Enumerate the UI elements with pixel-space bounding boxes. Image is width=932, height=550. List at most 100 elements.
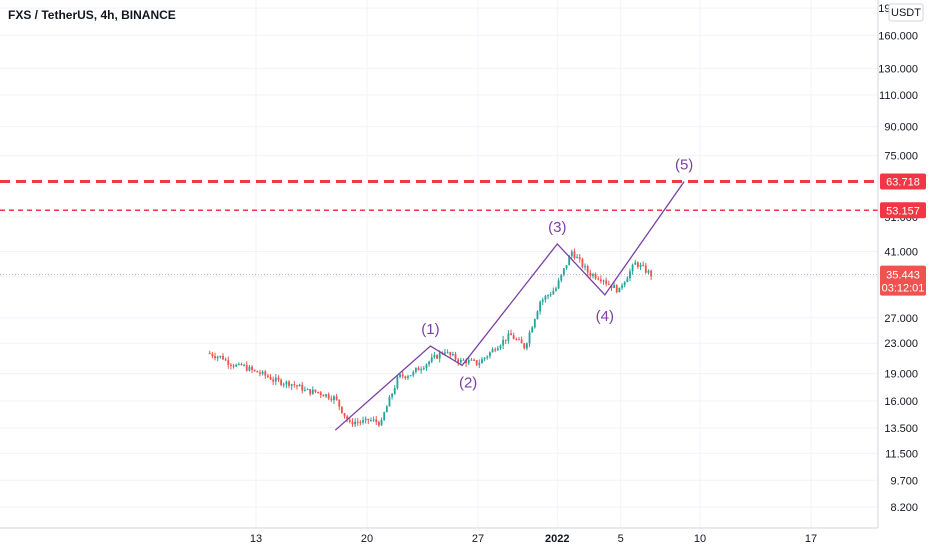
candle-body (354, 421, 357, 425)
candle-body (340, 406, 343, 414)
candle-body (375, 419, 378, 423)
candle-body (290, 384, 293, 386)
candle-body (414, 367, 417, 373)
candle-body (647, 270, 650, 273)
candle-body (631, 264, 634, 272)
candle-body (539, 301, 542, 312)
level-badge-label: 63.718 (886, 177, 920, 189)
candle-body (211, 353, 214, 357)
candle-body (396, 376, 399, 388)
candle-body (615, 285, 618, 293)
candle-body (481, 359, 483, 364)
candle-body (444, 352, 446, 354)
price-tick-label: 75.000 (884, 151, 918, 163)
price-tick-label: 13.500 (884, 423, 918, 435)
candle-body (475, 360, 478, 365)
candle-body (634, 262, 637, 265)
wave-label: (4) (596, 308, 614, 325)
candle-body (235, 364, 238, 367)
candle-body (245, 364, 248, 371)
candle-body (314, 389, 317, 392)
candle-body (356, 421, 359, 423)
candle-body (296, 385, 298, 387)
candle-body (459, 359, 462, 363)
wave-line[interactable] (334, 181, 685, 431)
candle-body (433, 355, 436, 358)
candle-body (599, 279, 602, 282)
price-tick-label: 110.000 (879, 90, 918, 102)
candle-body (491, 349, 494, 353)
candle-body (293, 384, 296, 386)
candle-body (470, 359, 473, 361)
candle-body (531, 327, 534, 333)
candle-body (581, 258, 584, 267)
candle-body (325, 394, 327, 397)
candle-body (507, 333, 510, 341)
candle-body (621, 285, 623, 288)
candle-body (578, 257, 581, 259)
candle-body (404, 376, 407, 378)
candle-body (541, 299, 544, 302)
candle-body (224, 359, 227, 361)
candle-body (473, 359, 475, 361)
candle-body (288, 381, 290, 386)
last-price-label: 35.443 (886, 270, 920, 282)
candle-body (570, 251, 573, 257)
candle-body (327, 394, 330, 399)
candle-body (639, 264, 642, 267)
candle-body (272, 379, 275, 382)
candle-body (303, 389, 306, 391)
candle-body (650, 270, 653, 277)
candle-body (385, 406, 388, 413)
candle-body (367, 418, 370, 421)
time-axis[interactable] (0, 529, 878, 550)
candle-body (636, 262, 639, 267)
candle-body (462, 359, 465, 361)
candle-body (626, 278, 629, 283)
candle-body (573, 251, 576, 259)
candle-body (562, 268, 565, 275)
candle-body (607, 283, 610, 285)
price-tick-label: 160.000 (878, 30, 918, 42)
candle-body (401, 374, 404, 377)
wave-label: (5) (675, 157, 693, 174)
candle-body (306, 389, 309, 391)
candle-body (383, 412, 386, 421)
currency-label: USDT (891, 7, 921, 19)
candle-body (618, 287, 621, 293)
candle-body (338, 399, 341, 407)
price-tick-label: 8.200 (890, 502, 918, 514)
candle-body (547, 295, 549, 297)
candle-body (512, 335, 515, 340)
candle-body (525, 343, 528, 349)
candle-body (261, 371, 264, 374)
candle-body (623, 282, 626, 286)
candle-body (251, 366, 253, 370)
candle-body (436, 355, 438, 359)
level-badge-label: 53.157 (886, 205, 920, 217)
candle-body (533, 319, 536, 328)
currency-button[interactable]: USDT (888, 3, 924, 22)
candle-body (430, 357, 433, 362)
candle-body (219, 355, 222, 357)
candle-body (528, 332, 531, 344)
candle-body (269, 376, 272, 380)
chart-title: FXS / TetherUS, 4h, BINANCE (8, 8, 176, 22)
price-tick-label: 11.500 (885, 448, 918, 460)
time-tick-label: 10 (694, 533, 706, 545)
candle-body (552, 290, 555, 295)
candle-body (335, 396, 338, 400)
level-badge (880, 173, 926, 190)
candle-body (264, 371, 267, 376)
price-tick-label: 16.000 (884, 396, 918, 408)
level-badge (880, 202, 926, 219)
candle-body (311, 389, 314, 395)
candle-body (240, 363, 243, 365)
candle-body (555, 288, 557, 291)
candle-body (642, 264, 645, 266)
candle-body (301, 384, 304, 391)
candle-body (425, 364, 428, 369)
candle-body (494, 349, 497, 351)
candle-body (478, 363, 481, 365)
